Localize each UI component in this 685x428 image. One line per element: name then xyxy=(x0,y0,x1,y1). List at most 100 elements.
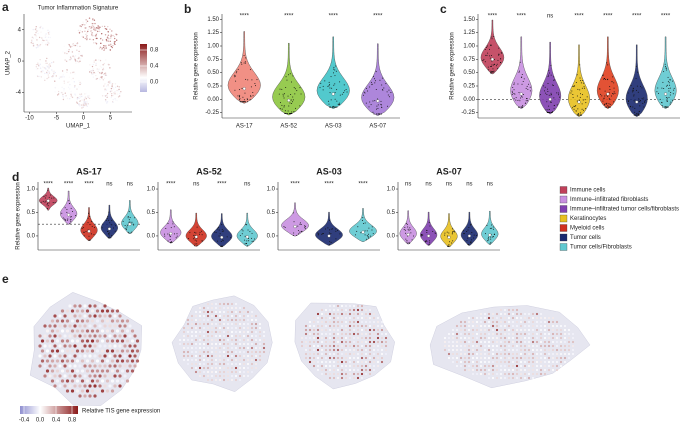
jitter-point xyxy=(50,194,51,195)
jitter-point xyxy=(197,245,198,246)
umap-point xyxy=(101,33,102,34)
spot xyxy=(215,375,217,377)
jitter-point xyxy=(251,86,252,87)
spot xyxy=(73,314,76,317)
spot xyxy=(53,344,56,347)
jitter-point xyxy=(241,62,242,63)
umap-point xyxy=(89,100,90,101)
spot xyxy=(76,369,79,372)
median xyxy=(243,87,246,90)
spot xyxy=(126,329,129,332)
spot xyxy=(520,369,522,371)
spot xyxy=(321,329,323,331)
y-tick-label: 0.00 xyxy=(463,97,475,103)
spot xyxy=(528,337,530,339)
median xyxy=(407,233,410,236)
spot xyxy=(536,349,538,351)
spot xyxy=(548,345,550,347)
spot xyxy=(345,353,347,355)
jitter-point xyxy=(665,66,666,67)
jitter-point xyxy=(464,233,465,234)
median xyxy=(635,101,638,104)
jitter-point xyxy=(634,115,635,116)
umap-point xyxy=(79,46,80,47)
jitter-point xyxy=(372,84,373,85)
spot xyxy=(508,341,510,343)
umap-point xyxy=(102,95,103,96)
spot xyxy=(106,349,109,352)
spot xyxy=(231,379,233,381)
umap-point xyxy=(78,30,79,31)
spot xyxy=(86,369,89,372)
spot xyxy=(219,307,221,309)
spot xyxy=(373,341,375,343)
jitter-point xyxy=(491,36,492,37)
jitter-point xyxy=(304,225,305,226)
spot xyxy=(313,333,315,335)
spot xyxy=(325,373,327,375)
x-axis-label: UMAP_1 xyxy=(66,124,91,130)
jitter-point xyxy=(245,243,246,244)
spot xyxy=(365,337,367,339)
jitter-point xyxy=(72,211,73,212)
spot xyxy=(536,321,538,323)
jitter-point xyxy=(217,228,218,229)
jitter-point xyxy=(376,114,377,115)
jitter-point xyxy=(639,101,640,102)
jitter-point xyxy=(48,205,49,206)
spot xyxy=(361,309,363,311)
umap-point xyxy=(110,36,111,37)
spot xyxy=(357,357,359,359)
median xyxy=(606,93,609,96)
spot xyxy=(131,339,134,342)
spot xyxy=(528,349,530,351)
jitter-point xyxy=(585,99,586,100)
spot xyxy=(106,359,109,362)
spot xyxy=(106,319,109,322)
spot xyxy=(373,369,375,371)
umap-point xyxy=(99,72,100,73)
spot xyxy=(309,325,311,327)
umap-point xyxy=(115,91,116,92)
umap-point xyxy=(81,104,82,105)
spot xyxy=(552,329,554,331)
spot xyxy=(58,384,61,387)
colorbar-tick-label: 0.8 xyxy=(150,48,159,54)
spot xyxy=(211,327,213,329)
jitter-point xyxy=(582,94,583,95)
jitter-point xyxy=(333,67,334,68)
spot xyxy=(381,325,383,327)
jitter-point xyxy=(549,109,550,110)
spot xyxy=(61,369,64,372)
spot xyxy=(341,361,343,363)
jitter-point xyxy=(576,82,577,83)
spot xyxy=(353,333,355,335)
jitter-point xyxy=(318,233,319,234)
spot xyxy=(365,353,367,355)
spot xyxy=(56,369,59,372)
umap-point xyxy=(92,73,93,74)
jitter-point xyxy=(581,115,582,116)
spot xyxy=(512,373,514,375)
spot xyxy=(313,341,315,343)
spot xyxy=(313,325,315,327)
umap-point xyxy=(105,99,106,100)
spot xyxy=(349,321,351,323)
spot xyxy=(516,357,518,359)
spot xyxy=(203,347,205,349)
spot xyxy=(357,373,359,375)
spot xyxy=(357,321,359,323)
jitter-point xyxy=(657,88,658,89)
jitter-point xyxy=(67,218,68,219)
spot xyxy=(333,369,335,371)
spot xyxy=(496,377,498,379)
spot xyxy=(552,369,554,371)
umap-point xyxy=(96,33,97,34)
y-tick-label: 0.5 xyxy=(267,210,276,216)
umap-point xyxy=(89,64,90,65)
spot xyxy=(528,345,530,347)
jitter-point xyxy=(662,82,663,83)
jitter-point xyxy=(514,83,515,84)
legend-swatch xyxy=(560,244,567,251)
jitter-point xyxy=(70,221,71,222)
